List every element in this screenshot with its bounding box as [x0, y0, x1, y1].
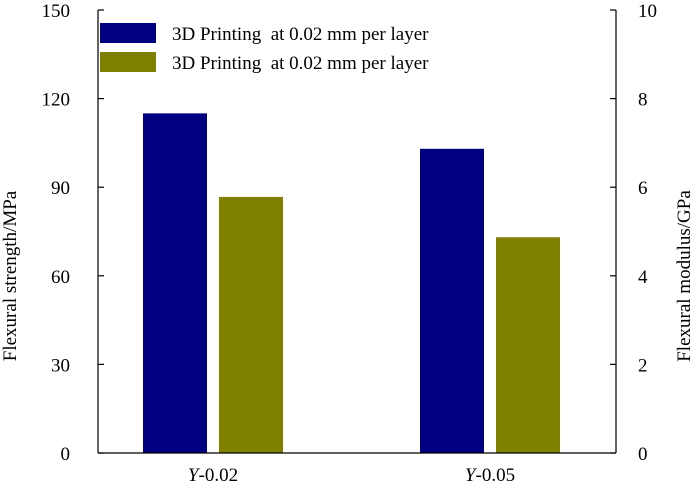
bar-series2-cat1 — [219, 196, 283, 454]
left-y-ticks: 0 30 60 90 120 150 — [42, 1, 104, 465]
right-y-ticks: 0 2 4 6 8 10 — [610, 1, 657, 465]
left-y-axis-title: Flexural strength/MPa — [0, 190, 21, 361]
bar-series1-cat2 — [420, 148, 484, 453]
left-tick-label: 120 — [42, 90, 71, 111]
x-category-label: Y-0.05 — [465, 465, 515, 486]
x-category-label: Y-0.02 — [188, 465, 238, 486]
right-tick-label: 2 — [638, 355, 648, 376]
right-tick-label: 4 — [638, 267, 648, 288]
bar-series1-cat1 — [143, 113, 207, 453]
legend-label-series-1: 3D Printing at 0.02 mm per layer — [172, 24, 429, 45]
right-tick-label: 10 — [638, 1, 657, 22]
bar-series2-cat2 — [496, 237, 560, 453]
left-tick-label: 150 — [42, 1, 71, 22]
legend-swatch-series-2 — [100, 52, 156, 72]
bars-layer — [143, 113, 560, 454]
right-tick-label: 8 — [638, 90, 648, 111]
legend-label-series-2: 3D Printing at 0.02 mm per layer — [172, 53, 429, 74]
left-tick-label: 90 — [51, 178, 70, 199]
right-tick-label: 6 — [638, 178, 648, 199]
left-tick-label: 0 — [61, 444, 71, 465]
right-tick-label: 0 — [638, 444, 648, 465]
left-tick-label: 30 — [51, 355, 70, 376]
right-y-axis-title: Flexural modulus/GPa — [674, 190, 695, 362]
left-tick-label: 60 — [51, 267, 70, 288]
legend-swatch-series-1 — [100, 23, 156, 43]
legend: 3D Printing at 0.02 mm per layer 3D Prin… — [100, 23, 429, 74]
axes-layer — [97, 10, 617, 454]
x-category-labels: Y-0.02 Y-0.05 — [188, 465, 515, 486]
